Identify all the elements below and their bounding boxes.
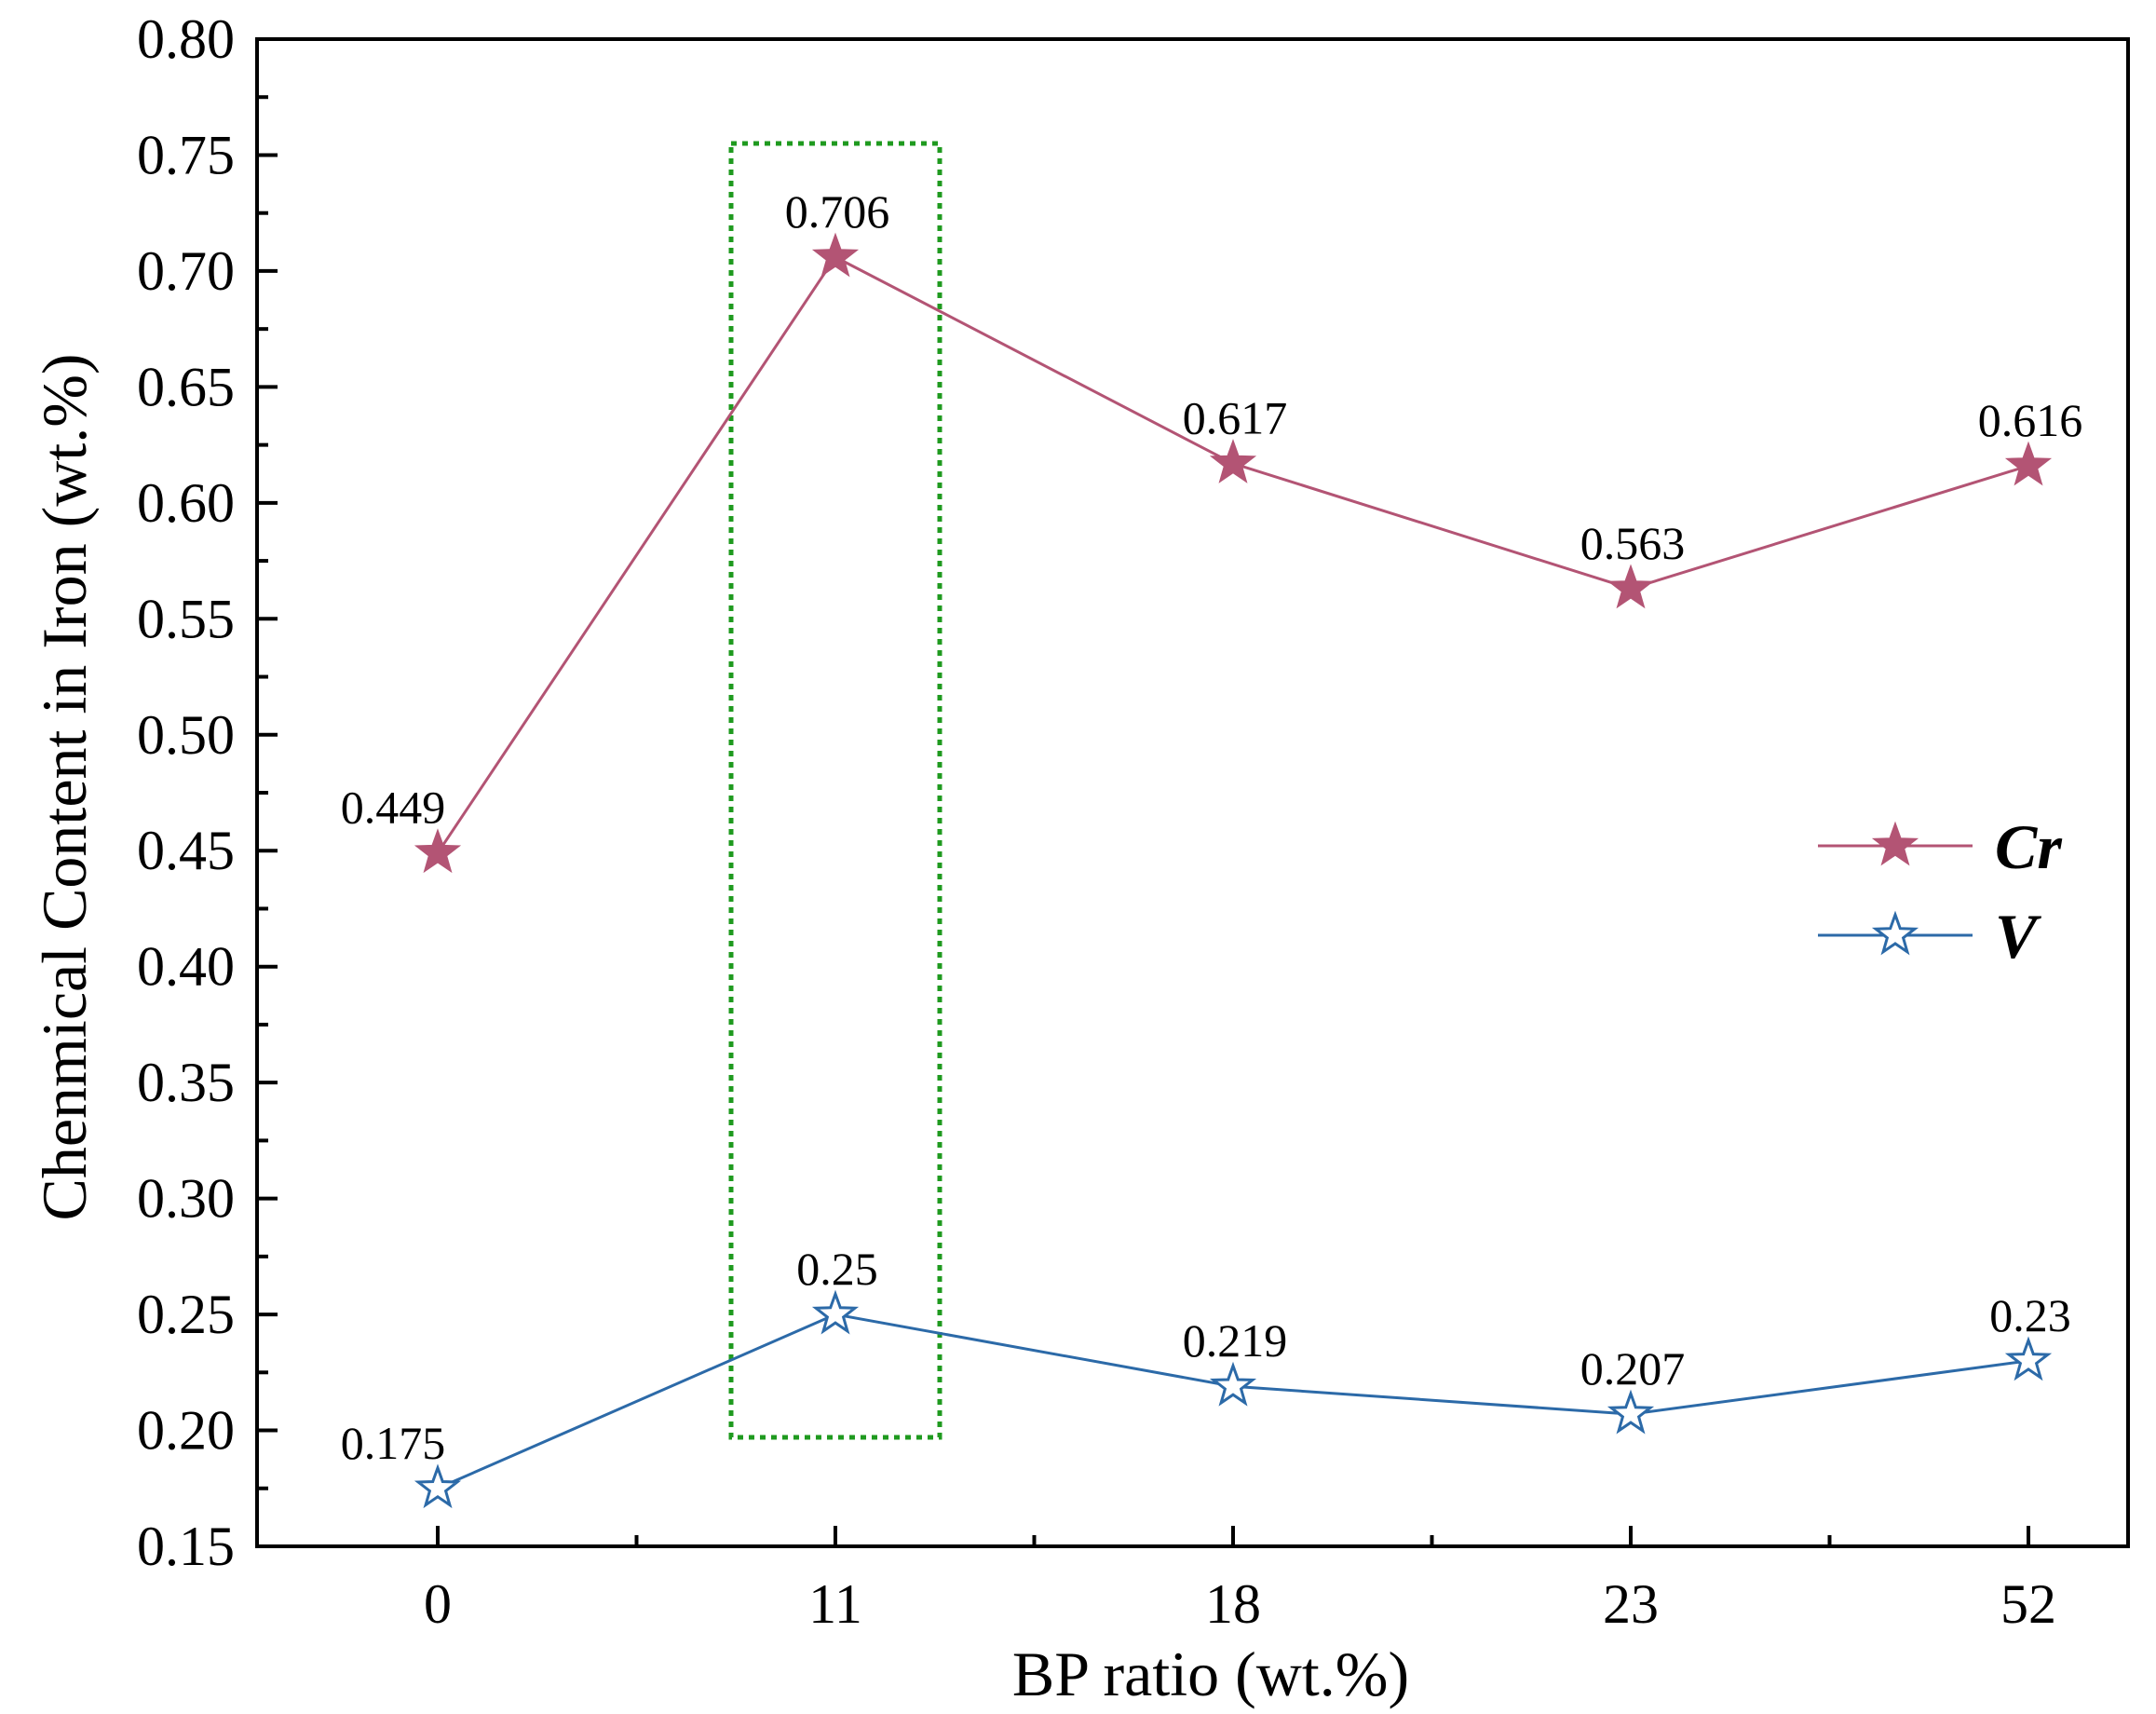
data-label-cr: 0.617 xyxy=(1183,392,1288,444)
data-label-v: 0.207 xyxy=(1580,1342,1686,1394)
x-tick-label: 18 xyxy=(1205,1573,1261,1635)
data-label-v: 0.23 xyxy=(1989,1289,2071,1341)
data-point-cr xyxy=(2004,441,2053,486)
data-point-v xyxy=(1607,1389,1655,1435)
y-tick-label: 0.70 xyxy=(137,240,235,302)
data-point-v xyxy=(811,1289,860,1335)
y-tick-label: 0.25 xyxy=(137,1284,235,1345)
y-tick-label: 0.50 xyxy=(137,704,235,766)
y-axis-title: Chenmical Content in Iron (wt.%) xyxy=(29,353,100,1220)
x-tick-label: 23 xyxy=(1603,1573,1659,1635)
highlight-box xyxy=(728,141,942,1440)
series-line-cr xyxy=(436,255,2029,854)
y-tick-label: 0.30 xyxy=(137,1168,235,1230)
data-point-v xyxy=(414,1463,462,1509)
data-point-cr xyxy=(1209,439,1257,483)
y-tick-label: 0.45 xyxy=(137,820,235,881)
y-tick-label: 0.65 xyxy=(137,356,235,417)
y-tick-label: 0.15 xyxy=(137,1516,235,1577)
x-tick-label: 52 xyxy=(2000,1573,2056,1635)
legend-marker-v xyxy=(1871,910,1919,956)
legend-label-cr: Cr xyxy=(1995,811,2062,882)
x-tick-label: 0 xyxy=(424,1573,452,1635)
x-tick-label: 11 xyxy=(808,1573,862,1635)
x-axis-title: BP ratio (wt.%) xyxy=(1012,1639,1409,1709)
legend-label-v: V xyxy=(1995,901,2041,972)
data-point-v xyxy=(1209,1361,1257,1407)
legend-marker-cr xyxy=(1871,821,1919,866)
data-label-v: 0.25 xyxy=(796,1243,878,1295)
data-point-cr xyxy=(414,828,462,874)
data-label-v: 0.219 xyxy=(1183,1314,1288,1367)
data-label-cr: 0.563 xyxy=(1580,517,1686,569)
data-label-cr: 0.449 xyxy=(341,782,446,834)
data-point-cr xyxy=(1607,564,1655,609)
data-label-v: 0.175 xyxy=(341,1417,446,1469)
data-label-cr: 0.706 xyxy=(785,185,890,238)
data-point-v xyxy=(2004,1336,2053,1381)
y-tick-label: 0.80 xyxy=(137,8,235,70)
y-tick-label: 0.20 xyxy=(137,1400,235,1462)
y-tick-label: 0.40 xyxy=(137,936,235,998)
data-label-cr: 0.616 xyxy=(1978,394,2083,446)
y-tick-label: 0.55 xyxy=(137,588,235,649)
data-point-cr xyxy=(811,232,860,278)
y-tick-label: 0.35 xyxy=(137,1052,235,1113)
y-tick-label: 0.75 xyxy=(137,124,235,185)
y-tick-label: 0.60 xyxy=(137,472,235,534)
